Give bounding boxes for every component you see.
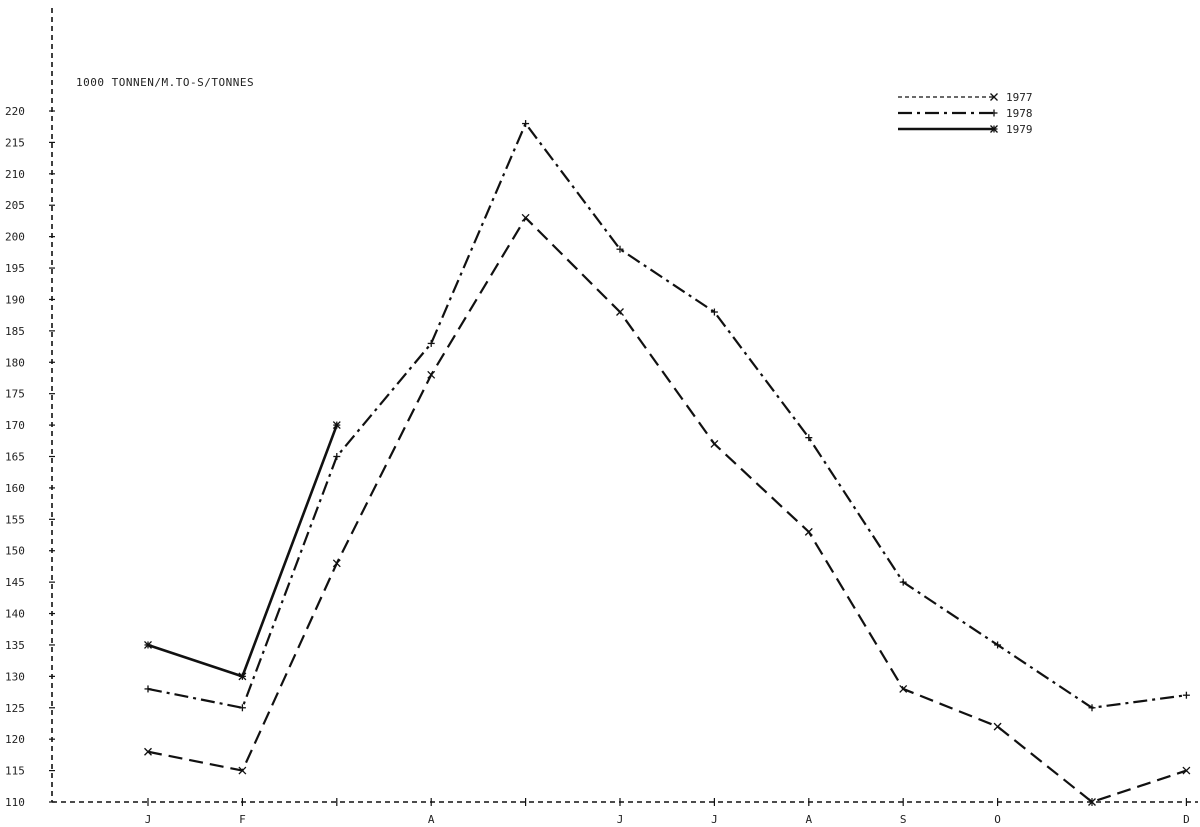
x-tick-label: J: [145, 813, 152, 826]
data-point: [899, 684, 908, 693]
x-tick-label: J: [711, 813, 718, 826]
y-tick-label: 110: [5, 796, 25, 809]
y-ticks: 110 115 120 125 130 135 140 145 150 155 160 165 170 1…: [5, 105, 55, 809]
x-tick-label: J: [617, 813, 624, 826]
y-tick-label: 215: [5, 136, 25, 149]
data-point: [804, 527, 813, 536]
x-tick-label: F: [239, 813, 246, 826]
y-tick-label: 190: [5, 293, 25, 306]
legend-label: 1977: [1006, 91, 1033, 104]
axes: [51, 8, 1198, 803]
data-point: [710, 308, 718, 316]
y-tick-label: 125: [5, 702, 25, 715]
y-tick-label: 185: [5, 325, 25, 338]
data-point: [805, 434, 813, 442]
x-tick-label: O: [994, 813, 1001, 826]
data-point: [1088, 704, 1096, 712]
data-point: [616, 308, 624, 316]
data-point: [238, 672, 247, 681]
data-point: [333, 453, 341, 460]
data-point: [144, 747, 152, 756]
y-tick-label: 180: [5, 356, 25, 369]
y-tick-label: 115: [5, 765, 25, 778]
y-tick-label: 220: [5, 105, 25, 118]
y-tick-label: 210: [5, 168, 25, 181]
legend-marker: [990, 93, 998, 101]
data-point: [616, 245, 624, 253]
data-point: [332, 421, 341, 430]
y-tick-label: 165: [5, 451, 25, 464]
data-point: [1182, 691, 1190, 699]
y-tick-label: 160: [5, 482, 25, 495]
y-tick-label: 155: [5, 513, 25, 526]
x-tick-label: D: [1183, 813, 1190, 826]
series-line-1979: [147, 424, 339, 678]
data-point: [144, 640, 152, 649]
data-point: [427, 370, 436, 379]
x-tick-label: S: [900, 813, 907, 826]
y-tick-label: 200: [5, 231, 25, 244]
series-line-1978: [147, 122, 1187, 709]
data-point: [994, 641, 1002, 649]
data-point: [427, 339, 435, 347]
data-point: [1088, 798, 1096, 806]
legend-marker: [990, 109, 998, 117]
series-line-1977: [147, 216, 1187, 804]
x-tick-label: A: [805, 813, 812, 826]
y-tick-label: 140: [5, 608, 25, 621]
y-tick-label: 135: [5, 639, 25, 652]
y-tick-label: 150: [5, 545, 25, 558]
series-layer: [144, 120, 1191, 806]
data-point: [899, 578, 907, 586]
y-tick-label: 120: [5, 733, 25, 746]
y-tick-label: 175: [5, 388, 25, 401]
legend-label: 1979: [1006, 123, 1033, 136]
data-point: [710, 439, 719, 448]
data-point: [238, 766, 247, 775]
legend-marker: [990, 125, 998, 133]
data-point: [993, 722, 1002, 731]
y-tick-label: 195: [5, 262, 25, 275]
legend: 1977 1978 1979: [898, 91, 1033, 136]
chart-title: 1000 TONNEN/M.TO-S/TONNES: [76, 76, 254, 89]
data-point: [144, 685, 152, 693]
data-point: [238, 704, 246, 712]
y-tick-label: 205: [5, 199, 25, 212]
y-tick-label: 145: [5, 576, 25, 589]
y-tick-label: 130: [5, 670, 25, 683]
y-tick-label: 170: [5, 419, 25, 432]
x-tick-label: A: [428, 813, 435, 826]
data-point: [521, 213, 530, 222]
legend-label: 1978: [1006, 107, 1033, 120]
data-point: [522, 120, 530, 128]
data-point: [332, 559, 341, 568]
data-point: [1182, 766, 1191, 775]
